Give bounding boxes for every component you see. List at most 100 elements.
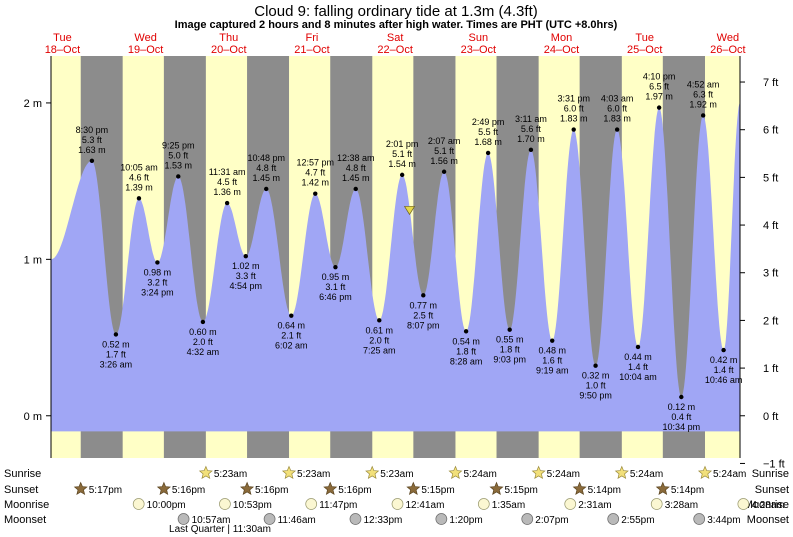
tide-label: 1.53 m	[165, 160, 193, 170]
moon-icon	[391, 498, 404, 510]
tide-label: 11:31 am	[209, 167, 246, 177]
tide-label: 8:30 pm	[76, 125, 109, 135]
day-date: 18–Oct	[45, 44, 80, 56]
tide-point	[463, 329, 469, 334]
row-label-right: Sunset	[755, 484, 789, 496]
tide-label: 4.7 ft	[305, 168, 326, 178]
tide-label: 5.5 ft	[478, 127, 499, 137]
moon-icon	[607, 513, 620, 525]
moon-icon	[477, 498, 490, 510]
tide-label: 1.6 ft	[542, 356, 563, 366]
tide-label: 9:25 pm	[162, 140, 195, 150]
tide-label: 2:01 pm	[386, 139, 419, 149]
moon-phase-note: Last Quarter | 11:30am	[169, 524, 271, 535]
tide-label: 1.70 m	[517, 134, 545, 144]
tide-point	[635, 344, 641, 350]
sun-icon	[198, 465, 213, 480]
day-date: 22–Oct	[377, 44, 412, 56]
tide-point	[224, 200, 230, 206]
tide-label: 3.1 ft	[325, 282, 346, 292]
tide-label: 2:07 am	[428, 136, 461, 146]
day-date: 23–Oct	[461, 44, 496, 56]
row-label-left: Sunrise	[4, 468, 41, 480]
sunrise-time: 5:24am	[463, 469, 496, 480]
tide-point	[113, 332, 119, 337]
astronomy-events: Sunrise Sunrise Sunset Sunset Moonrise Moonri…	[4, 465, 789, 535]
tide-label: 8:07 pm	[407, 320, 440, 330]
moon-icon	[435, 513, 448, 525]
moonrise-time: 12:41am	[406, 500, 445, 511]
tide-point	[656, 105, 662, 110]
day-date: 26–Oct	[710, 44, 745, 56]
tide-label: 10:48 pm	[247, 153, 285, 163]
tide-label: 4:03 am	[601, 94, 634, 104]
tide-label: 5.0 ft	[168, 150, 189, 160]
tide-label: 1.54 m	[388, 159, 416, 169]
tide-label: 4:54 pm	[230, 281, 263, 291]
tide-label: 0.42 m	[710, 355, 738, 365]
tide-label: 0.95 m	[322, 272, 350, 282]
tide-label: 1.92 m	[689, 99, 717, 109]
tide-label: 6.0 ft	[607, 104, 628, 114]
left-tick-label: 1 m	[24, 254, 42, 266]
day-name: Wed	[134, 32, 156, 44]
sun-icon	[489, 481, 504, 496]
moon-icon	[521, 513, 534, 525]
tide-label: 1.36 m	[213, 187, 241, 197]
axes: 0 m 1 m 2 m −1 ft 0 ft 1 ft 2 ft 3 ft 4 ft 5 ft 6 …	[24, 56, 785, 470]
day-name: Fri	[306, 32, 319, 44]
sun-icon	[614, 465, 629, 480]
tide-label: 1.63 m	[78, 145, 106, 155]
right-tick-label: 1 ft	[763, 363, 778, 375]
sun-icon	[572, 481, 587, 496]
tide-label: 1.83 m	[603, 114, 631, 124]
tide-label: 10:04 am	[619, 372, 657, 382]
right-tick-label: 7 ft	[763, 77, 778, 89]
sunset-time: 5:15pm	[421, 485, 454, 496]
tide-label: 2.0 ft	[193, 337, 214, 347]
current-tide-marker-group	[403, 206, 416, 216]
tide-label: 10:05 am	[120, 162, 158, 172]
plot-area: 8:30 pm5.3 ft1.63 m 0.52 m1.7 ft3:26 am 10…	[51, 56, 742, 458]
right-tick-label: 6 ft	[763, 125, 778, 137]
tide-label: 4.8 ft	[346, 163, 367, 173]
tide-label: 1.45 m	[342, 173, 370, 183]
sun-icon	[73, 481, 88, 496]
tide-label: 1.4 ft	[628, 362, 649, 372]
moon-icon	[219, 498, 231, 510]
tide-label: 4.8 ft	[256, 163, 277, 173]
moonset-time: 11:46am	[278, 515, 316, 526]
tide-label: 1.42 m	[302, 178, 330, 188]
sun-icon	[697, 465, 713, 480]
tide-label: 1.0 ft	[586, 381, 607, 391]
row-label-left: Sunset	[4, 484, 38, 496]
moon-icon	[693, 513, 706, 525]
tide-label: 2.0 ft	[369, 335, 390, 345]
tide-label: 0.12 m	[668, 402, 696, 412]
tide-label: 0.48 m	[538, 346, 566, 356]
tide-point	[243, 254, 248, 259]
moonrise-time: 10:00pm	[147, 500, 186, 511]
sunrise-time: 5:23am	[297, 469, 330, 480]
moonset-time: 2:55pm	[621, 515, 654, 526]
tide-label: 0.55 m	[496, 335, 524, 345]
tide-label: 0.44 m	[624, 352, 652, 362]
tide-label: 1.8 ft	[456, 346, 477, 356]
tide-label: 10:46 am	[705, 375, 743, 385]
moonrise-time: 3:28am	[665, 500, 698, 511]
day-date: 24–Oct	[544, 44, 579, 56]
day-name: Sat	[387, 32, 404, 44]
sunrise-time: 5:24am	[713, 469, 746, 480]
tide-label: 6.3 ft	[693, 89, 714, 99]
tide-label: 3:26 am	[100, 359, 133, 369]
moonset-time: 10:57am	[192, 515, 231, 526]
sun-icon	[406, 481, 421, 496]
tide-point	[200, 319, 206, 325]
right-tick-label: 3 ft	[763, 268, 778, 280]
tide-point	[155, 260, 160, 265]
day-date: 21–Oct	[294, 44, 329, 56]
row-label-right: Sunrise	[752, 468, 789, 480]
tide-point	[571, 127, 576, 132]
moon-icon	[349, 513, 362, 525]
